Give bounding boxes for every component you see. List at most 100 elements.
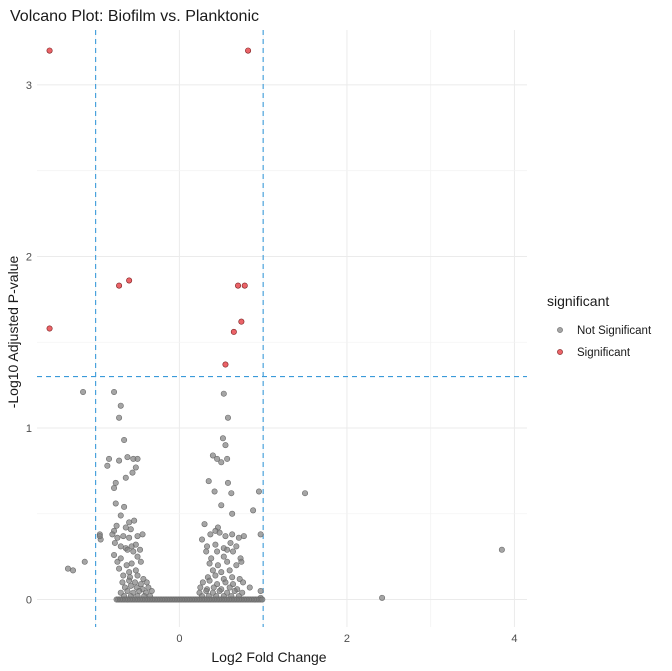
point-not-significant — [117, 402, 124, 409]
point-not-significant — [212, 541, 219, 548]
y-tick-label: 2 — [26, 251, 32, 263]
point-not-significant — [208, 555, 215, 562]
point-not-significant — [113, 522, 120, 529]
point-not-significant — [70, 567, 77, 574]
y-axis-title: -Log10 Adjusted P-value — [5, 256, 21, 409]
point-not-significant — [224, 479, 231, 486]
point-not-significant — [124, 546, 131, 553]
point-not-significant — [134, 533, 141, 540]
point-not-significant — [203, 548, 210, 555]
point-significant — [245, 47, 252, 54]
y-axis-ticks: 0 1 2 3 — [26, 80, 32, 607]
point-not-significant — [209, 452, 216, 459]
point-not-significant — [114, 534, 121, 541]
point-not-significant — [148, 587, 155, 594]
point-not-significant — [204, 543, 211, 550]
point-not-significant — [222, 579, 229, 586]
point-not-significant — [116, 457, 123, 464]
point-not-significant — [123, 562, 130, 569]
point-not-significant — [132, 464, 139, 471]
x-axis-title: Log2 Fold Change — [211, 649, 326, 665]
point-not-significant — [246, 584, 253, 591]
point-not-significant — [210, 584, 217, 591]
point-not-significant — [214, 455, 221, 462]
point-not-significant — [129, 469, 136, 476]
point-not-significant — [218, 569, 225, 576]
point-not-significant — [111, 551, 118, 558]
point-not-significant — [111, 388, 118, 395]
point-not-significant — [216, 587, 223, 594]
point-not-significant — [126, 577, 133, 584]
point-not-significant — [220, 553, 227, 560]
point-not-significant — [238, 558, 245, 565]
point-significant — [222, 361, 229, 368]
point-not-significant — [117, 512, 124, 519]
legend-label-significant: Significant — [577, 347, 631, 359]
point-not-significant — [126, 569, 133, 576]
point-not-significant — [131, 517, 138, 524]
point-not-significant — [207, 531, 214, 538]
point-not-significant — [119, 579, 126, 586]
point-not-significant — [222, 442, 229, 449]
point-not-significant — [224, 546, 231, 553]
point-significant — [238, 318, 245, 325]
point-not-significant — [199, 579, 206, 586]
legend-item-not-significant: Not Significant — [557, 325, 652, 337]
point-not-significant — [222, 533, 229, 540]
point-not-significant — [229, 574, 236, 581]
x-axis-ticks: 0 2 4 — [176, 633, 517, 645]
point-not-significant — [206, 577, 213, 584]
point-not-significant — [201, 521, 208, 528]
point-not-significant — [233, 562, 240, 569]
point-not-significant — [224, 455, 231, 462]
point-not-significant — [197, 584, 204, 591]
point-not-significant — [240, 579, 247, 586]
x-tick-label: 2 — [344, 633, 350, 645]
legend-label-not-significant: Not Significant — [577, 325, 652, 337]
point-not-significant — [220, 390, 227, 397]
point-not-significant — [126, 534, 133, 541]
point-not-significant — [134, 572, 141, 579]
point-not-significant — [111, 539, 118, 546]
point-not-significant — [227, 539, 234, 546]
point-not-significant — [379, 594, 386, 601]
point-not-significant — [216, 529, 223, 536]
x-tick-label: 4 — [511, 633, 517, 645]
point-not-significant — [81, 558, 88, 565]
point-not-significant — [120, 533, 127, 540]
point-not-significant — [205, 478, 212, 485]
point-not-significant — [121, 503, 128, 510]
point-not-significant — [127, 582, 134, 589]
point-not-significant — [116, 414, 123, 421]
point-not-significant — [130, 548, 137, 555]
point-not-significant — [218, 459, 225, 466]
point-not-significant — [143, 579, 150, 586]
point-not-significant — [121, 437, 128, 444]
point-not-significant — [111, 485, 118, 492]
point-not-significant — [206, 560, 213, 567]
point-not-significant — [116, 565, 123, 572]
point-significant — [116, 282, 123, 289]
legend-item-significant: Significant — [557, 347, 631, 359]
point-not-significant — [112, 479, 119, 486]
point-significant — [230, 328, 237, 335]
point-not-significant — [226, 567, 233, 574]
legend-title: significant — [547, 293, 609, 309]
point-not-significant — [137, 558, 144, 565]
point-not-significant — [302, 490, 309, 497]
point-not-significant — [106, 455, 113, 462]
point-not-significant — [214, 548, 221, 555]
point-not-significant — [137, 546, 144, 553]
point-not-significant — [104, 462, 111, 469]
point-not-significant — [233, 543, 240, 550]
point-not-significant — [212, 572, 219, 579]
threshold-lines — [37, 30, 527, 627]
point-not-significant — [211, 488, 218, 495]
point-not-significant — [257, 531, 264, 538]
point-not-significant — [122, 524, 129, 531]
y-tick-label: 3 — [26, 80, 32, 92]
point-not-significant — [203, 587, 210, 594]
point-not-significant — [214, 562, 221, 569]
point-not-significant — [255, 488, 262, 495]
